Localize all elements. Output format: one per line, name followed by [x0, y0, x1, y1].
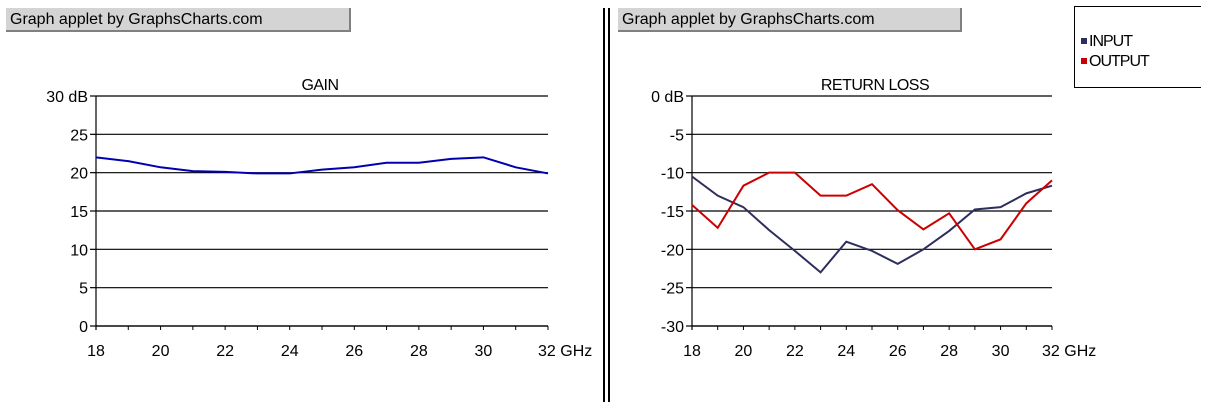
x-tick-label: 24 — [837, 343, 855, 360]
y-tick-label: 25 — [70, 127, 88, 144]
gain-chart-panel: Graph applet by GraphsCharts.com GAIN 30 … — [6, 8, 593, 360]
return-loss-chart: RETURN LOSS 0 dB -5 -10 -15 -20 -25 -30 18 20 22 24… — [651, 77, 1096, 360]
y-tick-label: 5 — [79, 281, 88, 298]
legend-swatch — [1081, 38, 1087, 44]
x-tick-label: 24 — [281, 343, 299, 360]
y-tick-label: 0 dB — [651, 89, 684, 106]
y-tick-label: -5 — [670, 127, 684, 144]
panel-divider — [603, 8, 605, 402]
x-tick-label: 30 — [475, 343, 493, 360]
panel-divider — [608, 8, 610, 402]
y-tick-label: -20 — [661, 242, 684, 259]
x-tick-label: 32 GHz — [538, 343, 592, 360]
legend-label: INPUT — [1089, 33, 1133, 50]
legend: INPUT OUTPUT — [1074, 6, 1201, 88]
y-tick-label: -25 — [661, 281, 684, 298]
x-tick-label: 28 — [410, 343, 428, 360]
x-tick-label: 20 — [152, 343, 170, 360]
legend-item-output: OUTPUT — [1081, 52, 1150, 72]
x-tick-label: 28 — [940, 343, 958, 360]
gain-chart: GAIN 30 dB 25 20 15 10 5 0 18 20 22 24 26 28 30 32 GHz — [46, 77, 592, 360]
legend-swatch — [1081, 58, 1087, 64]
series-line — [691, 171, 1053, 251]
y-tick-label: -15 — [661, 204, 684, 221]
y-tick-label: -30 — [661, 319, 684, 336]
credit-label[interactable]: Graph applet by GraphsCharts.com — [618, 8, 962, 32]
x-tick-label: 30 — [992, 343, 1010, 360]
y-tick-label: 15 — [70, 204, 88, 221]
chart-title: RETURN LOSS — [821, 77, 929, 94]
chart-title: GAIN — [301, 77, 338, 94]
x-tick-label: 26 — [889, 343, 907, 360]
y-tick-label: 0 — [79, 319, 88, 336]
legend-item-input: INPUT — [1081, 32, 1133, 52]
x-tick-label: 26 — [345, 343, 363, 360]
x-tick-label: 20 — [735, 343, 753, 360]
x-tick-label: 18 — [683, 343, 701, 360]
credit-label[interactable]: Graph applet by GraphsCharts.com — [6, 8, 351, 32]
x-tick-label: 22 — [786, 343, 804, 360]
legend-label: OUTPUT — [1089, 53, 1150, 70]
series-line — [691, 175, 1053, 274]
y-tick-label: 30 dB — [46, 89, 88, 106]
return-loss-chart-panel: Graph applet by GraphsCharts.com RETURN … — [612, 0, 1206, 402]
series-line — [95, 156, 549, 175]
x-tick-label: 22 — [216, 343, 234, 360]
y-tick-label: -10 — [661, 166, 684, 183]
x-tick-label: 18 — [87, 343, 105, 360]
x-tick-label: 32 GHz — [1042, 343, 1096, 360]
y-tick-label: 20 — [70, 166, 88, 183]
y-tick-label: 10 — [70, 242, 88, 259]
